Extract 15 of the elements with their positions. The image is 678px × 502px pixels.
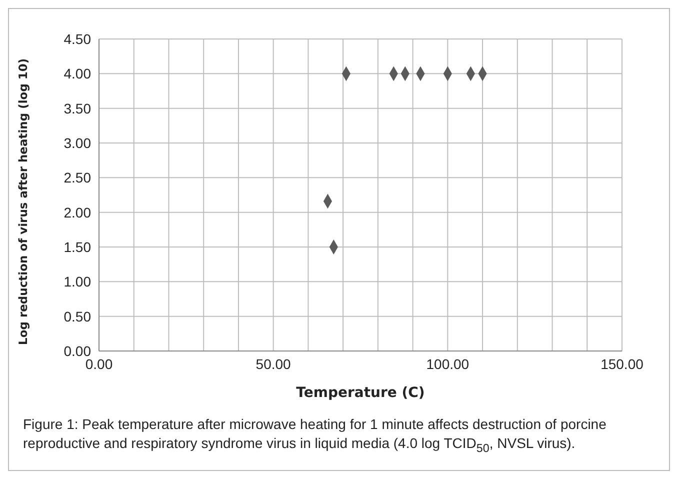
caption: Figure 1: Peak temperature after microwave heating for 1 minute affects destruction of porcine reproductive and respiratory syndrome virus in liquid media (4.0 log TCID$_{50}$, NVSL virus). bbox=[23, 415, 608, 456]
y-tick-label: 3.50 bbox=[64, 100, 92, 116]
x-tick-label: 100.00 bbox=[426, 356, 470, 372]
y-tick-label: 2.00 bbox=[64, 204, 92, 220]
x-tick-label: 50.00 bbox=[256, 356, 292, 372]
y-tick-label: 4.50 bbox=[64, 30, 92, 47]
y-tick-label: 0.50 bbox=[64, 308, 92, 324]
y-axis-title: Log reduction of virus after heating (log 10) bbox=[16, 58, 30, 345]
x-axis-title: Temperature (C) bbox=[296, 385, 425, 401]
y-tick-label: 4.00 bbox=[64, 66, 92, 82]
x-tick-label: 150.00 bbox=[600, 356, 644, 372]
y-tick-label: 1.50 bbox=[64, 238, 92, 255]
y-tick-label: 2.50 bbox=[64, 170, 92, 186]
y-tick-label: 1.00 bbox=[64, 274, 92, 290]
y-tick-label: 3.00 bbox=[64, 134, 92, 151]
